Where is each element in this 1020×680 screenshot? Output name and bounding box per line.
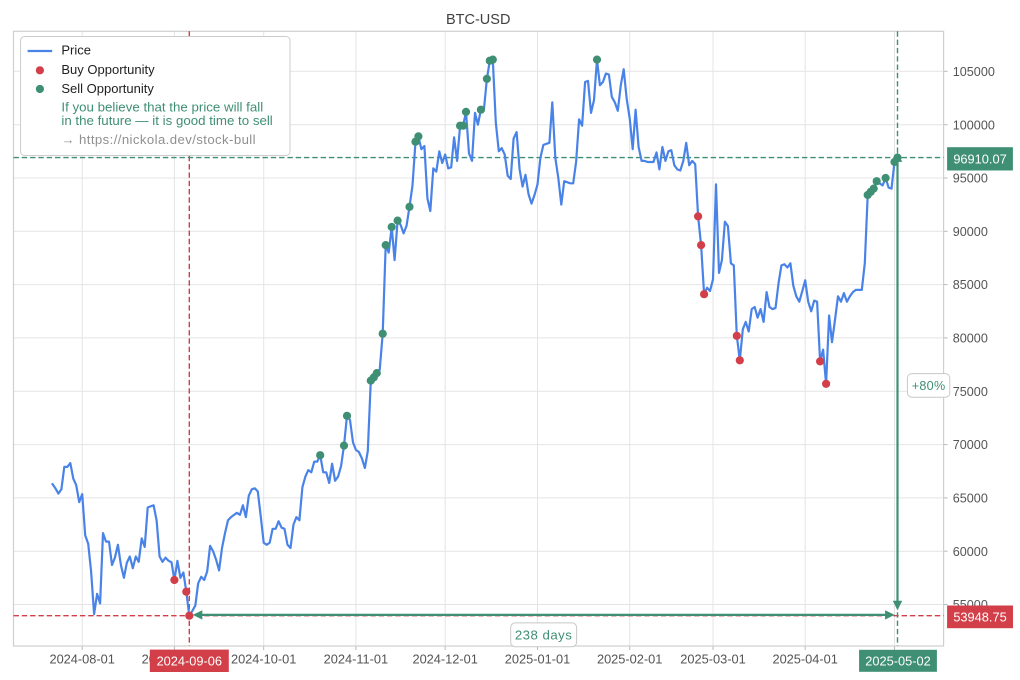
svg-text:2024-08-01: 2024-08-01 [49,651,114,666]
svg-text:90000: 90000 [953,225,988,239]
svg-text:2025-05-02: 2025-05-02 [865,653,930,668]
svg-text:65000: 65000 [953,492,988,506]
svg-text:70000: 70000 [953,438,988,452]
svg-text:238 days: 238 days [515,627,573,642]
svg-text:Sell Opportunity: Sell Opportunity [61,81,154,96]
svg-text:96910.07: 96910.07 [953,152,1006,167]
svg-text:in the future — it is good tim: in the future — it is good time to sell [61,113,272,128]
svg-text:If you believe that the price: If you believe that the price will fall [61,100,263,115]
svg-text:60000: 60000 [953,545,988,559]
svg-text:+80%: +80% [912,379,946,393]
svg-text:Price: Price [61,42,91,57]
svg-text:2025-03-01: 2025-03-01 [680,651,745,666]
svg-text:2024-11-01: 2024-11-01 [324,651,389,666]
svg-text:→ https://nickola.dev/stock-bu: → https://nickola.dev/stock-bull [61,132,256,147]
svg-text:80000: 80000 [953,332,988,346]
svg-text:85000: 85000 [953,278,988,292]
svg-text:100000: 100000 [953,118,995,132]
svg-text:53948.75: 53948.75 [953,609,1006,624]
svg-text:2024-12-01: 2024-12-01 [412,651,477,666]
svg-text:105000: 105000 [953,65,995,79]
svg-text:Buy Opportunity: Buy Opportunity [61,62,155,77]
svg-text:2025-02-01: 2025-02-01 [597,651,662,666]
svg-text:75000: 75000 [953,385,988,399]
svg-text:2025-04-01: 2025-04-01 [772,651,837,666]
svg-text:2025-01-01: 2025-01-01 [505,651,570,666]
svg-text:BTC-USD: BTC-USD [446,12,510,28]
svg-text:2024-10-01: 2024-10-01 [231,651,296,666]
svg-text:95000: 95000 [953,172,988,186]
svg-text:2024-09-06: 2024-09-06 [157,653,222,668]
